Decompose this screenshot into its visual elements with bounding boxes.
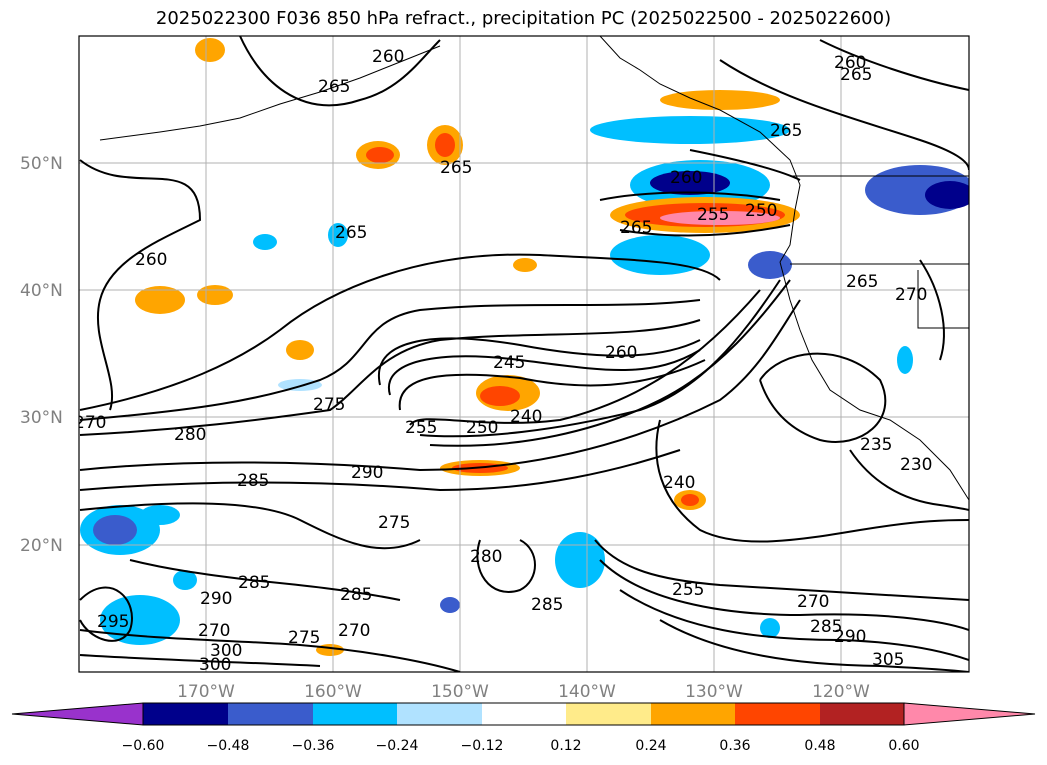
contour-label: 300 bbox=[199, 655, 231, 675]
contour-label: 275 bbox=[288, 628, 320, 648]
lon-label: 130°W bbox=[685, 682, 743, 702]
precip-shading bbox=[80, 38, 969, 656]
colorbar-tick-label: −0.48 bbox=[207, 738, 250, 754]
refractivity-contours bbox=[79, 36, 969, 672]
contour-label: 295 bbox=[97, 612, 129, 632]
lat-label: 30°N bbox=[20, 408, 63, 428]
colorbar-segment bbox=[482, 703, 566, 725]
contour-label: 240 bbox=[510, 407, 542, 427]
contour-label: 265 bbox=[770, 121, 802, 141]
contour-label: 305 bbox=[872, 650, 904, 670]
contour-label: 285 bbox=[237, 471, 269, 491]
contour-label: 270 bbox=[198, 621, 230, 641]
longitude-labels: 170°W 160°W 150°W 140°W 130°W 120°W bbox=[177, 682, 870, 702]
contour-label: 270 bbox=[797, 592, 829, 612]
colorbar: −0.60 −0.48 −0.36 −0.24 −0.12 0.12 0.24 … bbox=[11, 702, 1036, 754]
lon-label: 170°W bbox=[177, 682, 235, 702]
contour-label: 260 bbox=[670, 168, 702, 188]
colorbar-extend-max bbox=[903, 702, 1036, 726]
contour-label: 265 bbox=[318, 77, 350, 97]
lon-label: 140°W bbox=[558, 682, 616, 702]
contour-label: 265 bbox=[840, 65, 872, 85]
lat-label: 50°N bbox=[20, 154, 63, 174]
contour-label: 260 bbox=[834, 53, 866, 73]
contour-label: 260 bbox=[605, 343, 637, 363]
colorbar-segment bbox=[566, 703, 651, 725]
map-title: 2025022300 F036 850 hPa refract., precip… bbox=[155, 8, 892, 29]
coastlines bbox=[99, 36, 969, 501]
colorbar-tick-label: −0.12 bbox=[461, 738, 504, 754]
contour-label: 280 bbox=[174, 425, 206, 445]
contour-label: 270 bbox=[338, 621, 370, 641]
lon-label: 150°W bbox=[431, 682, 489, 702]
contour-label: 290 bbox=[351, 463, 383, 483]
contour-label: 280 bbox=[470, 547, 502, 567]
lat-label: 20°N bbox=[20, 536, 63, 556]
contour-label: 270 bbox=[895, 285, 927, 305]
contour-label: 270 bbox=[74, 413, 106, 433]
colorbar-segment bbox=[143, 703, 228, 725]
contour-label: 285 bbox=[340, 585, 372, 605]
latitude-labels: 50°N 40°N 30°N 20°N bbox=[20, 154, 63, 556]
contour-label: 300 bbox=[210, 641, 242, 661]
contour-label: 235 bbox=[860, 435, 892, 455]
colorbar-ticks: −0.60 −0.48 −0.36 −0.24 −0.12 0.12 0.24 … bbox=[122, 738, 920, 754]
colorbar-segment bbox=[651, 703, 735, 725]
contour-label: 285 bbox=[238, 573, 270, 593]
map-frame bbox=[78, 35, 970, 673]
contour-label: 260 bbox=[135, 250, 167, 270]
contour-label: 290 bbox=[834, 627, 866, 647]
contour-label: 285 bbox=[810, 617, 842, 637]
contour-label: 265 bbox=[846, 272, 878, 292]
colorbar-tick-label: −0.24 bbox=[376, 738, 419, 754]
contour-label: 285 bbox=[531, 595, 563, 615]
contour-label: 255 bbox=[672, 580, 704, 600]
contour-labels: 260 265 265 265 265 265 260 260 255 250 … bbox=[74, 47, 932, 675]
contour-label: 275 bbox=[378, 513, 410, 533]
colorbar-segment bbox=[313, 703, 397, 725]
colorbar-tick-label: 0.36 bbox=[719, 738, 750, 754]
contour-label: 250 bbox=[466, 418, 498, 438]
colorbar-tick-label: −0.60 bbox=[122, 738, 165, 754]
colorbar-frame bbox=[142, 702, 905, 726]
contour-label: 265 bbox=[440, 158, 472, 178]
contour-label: 290 bbox=[200, 589, 232, 609]
contour-label: 255 bbox=[405, 418, 437, 438]
contour-label: 255 bbox=[697, 205, 729, 225]
contour-label: 265 bbox=[620, 218, 652, 238]
contour-label: 230 bbox=[900, 455, 932, 475]
lon-label: 160°W bbox=[304, 682, 362, 702]
colorbar-segment bbox=[397, 703, 482, 725]
contour-label: 250 bbox=[745, 201, 777, 221]
colorbar-tick-label: 0.24 bbox=[635, 738, 666, 754]
colorbar-tick-label: 0.12 bbox=[550, 738, 581, 754]
colorbar-segment bbox=[228, 703, 313, 725]
contour-label: 245 bbox=[493, 353, 525, 373]
colorbar-tick-label: 0.48 bbox=[804, 738, 835, 754]
lon-label: 120°W bbox=[812, 682, 870, 702]
colorbar-extend-min bbox=[11, 702, 144, 726]
colorbar-segment bbox=[820, 703, 904, 725]
contour-label: 265 bbox=[335, 223, 367, 243]
contour-label: 240 bbox=[663, 473, 695, 493]
colorbar-tick-label: 0.60 bbox=[888, 738, 919, 754]
colorbar-tick-label: −0.36 bbox=[292, 738, 335, 754]
colorbar-segment bbox=[735, 703, 820, 725]
contour-label: 260 bbox=[372, 47, 404, 67]
contour-label: 275 bbox=[313, 395, 345, 415]
lat-label: 40°N bbox=[20, 281, 63, 301]
